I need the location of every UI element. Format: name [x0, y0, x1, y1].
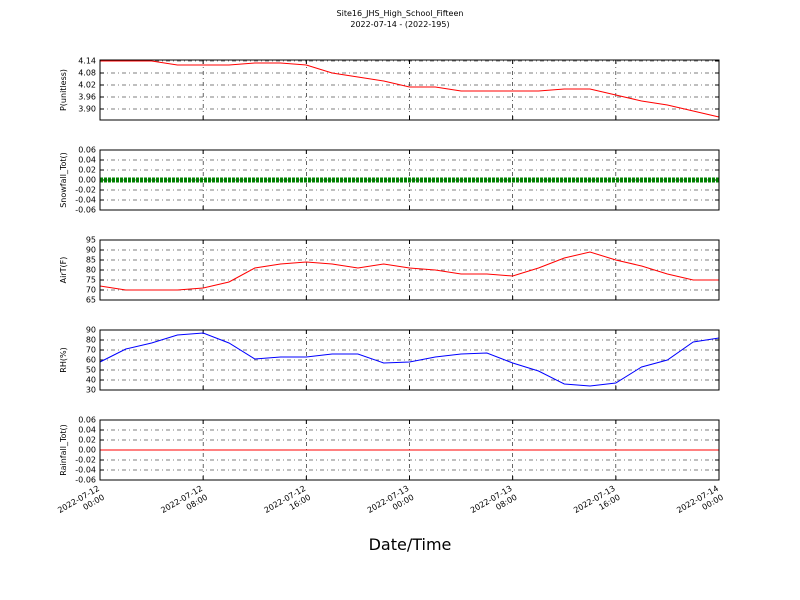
plot-frame	[99, 329, 720, 391]
y-tick-label: 85	[86, 256, 96, 265]
y-tick-label: 0.00	[78, 176, 96, 185]
y-tick-label: -0.04	[75, 196, 96, 205]
y-tick-label: 0.06	[78, 146, 96, 155]
y-tick-label: 90	[86, 246, 96, 255]
y-tick-label: 50	[86, 366, 96, 375]
plot-frame	[99, 419, 720, 481]
y-tick-label: 75	[86, 276, 96, 285]
data-line	[99, 332, 720, 387]
chart-subtitle: 2022-07-14 - (2022-195)	[350, 20, 449, 29]
y-tick-label: -0.06	[75, 476, 96, 485]
y-tick-label: 70	[86, 346, 96, 355]
y-tick-label: 60	[86, 356, 96, 365]
x-tick-label: 2022-07-1300:00	[366, 484, 416, 524]
y-tick-label: 0.02	[78, 166, 96, 175]
y-tick-label: 0.00	[78, 446, 96, 455]
y-tick-label: 0.04	[78, 156, 96, 165]
x-tick-label: 2022-07-1316:00	[572, 484, 622, 524]
y-tick-label: -0.06	[75, 206, 96, 215]
y-tick-label: 65	[86, 296, 96, 305]
chart-title: Site16_JHS_High_School_Fifteen	[337, 9, 464, 18]
y-tick-label: 4.08	[78, 69, 96, 78]
plot-frame	[99, 149, 720, 211]
x-tick-label: 2022-07-1208:00	[159, 484, 209, 524]
x-tick-label: 2022-07-1400:00	[675, 484, 725, 524]
data-line	[100, 60, 720, 118]
y-tick-label: 3.96	[78, 93, 96, 102]
x-axis-label: Date/Time	[369, 535, 452, 554]
y-tick-label: 0.06	[78, 416, 96, 425]
data-line	[99, 251, 719, 291]
y-axis-label: RH(%)	[59, 347, 68, 372]
y-tick-label: -0.02	[75, 186, 96, 195]
y-tick-label: 80	[86, 336, 96, 345]
y-tick-label: 70	[86, 286, 96, 295]
y-tick-label: 4.14	[78, 57, 96, 66]
y-axis-label: Rainfall_Tot()	[59, 424, 68, 476]
y-tick-label: 0.02	[78, 436, 96, 445]
y-tick-label: 0.04	[78, 426, 96, 435]
x-tick-label: 2022-07-1200:00	[56, 484, 106, 524]
y-tick-label: 95	[86, 236, 96, 245]
y-axis-label: P(unitless)	[59, 69, 68, 111]
plot-frame	[99, 239, 720, 301]
y-axis-label: Snowfall_Tot()	[59, 152, 68, 208]
y-tick-label: 90	[86, 326, 96, 335]
y-tick-label: -0.04	[75, 466, 96, 475]
y-tick-label: 4.02	[78, 81, 96, 90]
y-tick-label: 3.90	[78, 105, 96, 114]
x-tick-label: 2022-07-1216:00	[263, 484, 313, 524]
x-tick-label: 2022-07-1308:00	[469, 484, 519, 524]
y-tick-label: 40	[86, 376, 96, 385]
y-axis-label: AirT(F)	[59, 257, 68, 284]
y-tick-label: -0.02	[75, 456, 96, 465]
y-tick-label: 80	[86, 266, 96, 275]
y-tick-label: 30	[86, 386, 96, 395]
plot-frame	[99, 59, 720, 121]
